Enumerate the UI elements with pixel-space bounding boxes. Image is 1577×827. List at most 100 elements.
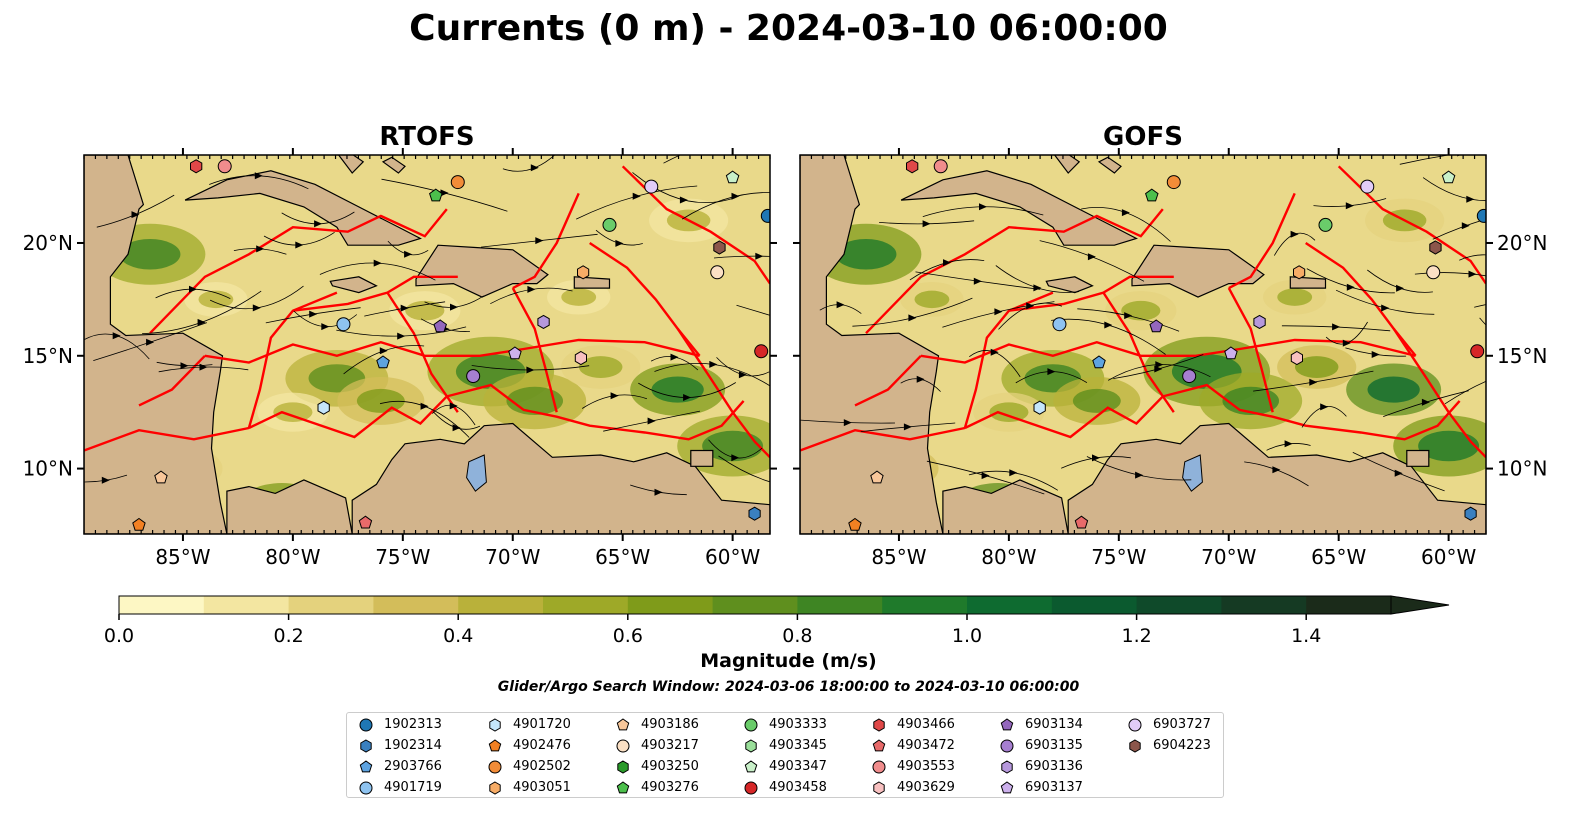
flow-arrow bbox=[101, 476, 110, 484]
flow-arrow bbox=[709, 360, 718, 368]
flow-arrow bbox=[1309, 378, 1318, 386]
eez-line bbox=[800, 426, 966, 452]
float-4901720 bbox=[1033, 400, 1046, 415]
legend-label: 4903347 bbox=[769, 759, 827, 774]
colorbar-segment bbox=[882, 596, 968, 614]
flow-arrow bbox=[1466, 195, 1475, 203]
float-4903345 bbox=[1298, 155, 1300, 156]
eez-boundaries bbox=[800, 165, 1486, 459]
speed-core bbox=[835, 239, 897, 270]
flow-arrow bbox=[843, 419, 852, 427]
search-window-note: Glider/Argo Search Window: 2024-03-06 18… bbox=[497, 679, 1080, 695]
colorbar-segment bbox=[967, 596, 1053, 614]
float-4903250 bbox=[955, 140, 966, 153]
float-6903727 bbox=[1360, 179, 1375, 194]
legend-marker bbox=[359, 718, 373, 732]
flow-arrow bbox=[632, 192, 641, 200]
flow-arrow bbox=[777, 481, 785, 488]
legend-marker bbox=[360, 739, 372, 753]
legend-marker bbox=[616, 718, 630, 731]
colorbar-segment bbox=[1051, 596, 1138, 614]
colorbar-tick-label: 1.4 bbox=[1291, 625, 1321, 647]
flow-arrow bbox=[731, 192, 740, 200]
x-tick-label: 60°W bbox=[1421, 545, 1476, 569]
landmass bbox=[1097, 156, 1122, 174]
flow-arrow bbox=[670, 353, 679, 361]
legend-marker-pentagon-icon bbox=[744, 760, 758, 773]
speed-core bbox=[702, 430, 764, 462]
legend-marker-circle-icon bbox=[1000, 739, 1014, 753]
legend-marker bbox=[744, 760, 758, 773]
flow-arrow bbox=[197, 318, 206, 326]
legend-label: 4903466 bbox=[897, 717, 955, 732]
legend-marker bbox=[617, 760, 629, 774]
legend-label: 4903333 bbox=[769, 717, 827, 732]
colorbar-tick-label: 0.8 bbox=[782, 625, 812, 647]
y-tick-label: 20°N bbox=[1497, 231, 1547, 255]
lake-maracaibo bbox=[466, 454, 487, 492]
eez-line bbox=[854, 354, 922, 407]
float-markers bbox=[848, 140, 1486, 531]
speed-core bbox=[1277, 288, 1313, 306]
legend-label: 4902502 bbox=[513, 759, 571, 774]
eez-line bbox=[1228, 192, 1296, 290]
flow-arrow bbox=[1009, 469, 1018, 477]
flow-arrow bbox=[530, 164, 539, 172]
float-6903135 bbox=[1182, 369, 1197, 384]
float-2903766 bbox=[1092, 355, 1106, 369]
flow-arrow bbox=[994, 308, 1003, 316]
eez-line bbox=[247, 291, 338, 429]
colorbar-segment bbox=[797, 596, 883, 614]
flow-arrow bbox=[1345, 202, 1354, 210]
legend-marker-pentagon-icon bbox=[1000, 781, 1014, 794]
speed-core bbox=[1294, 356, 1339, 378]
flow-arrow bbox=[610, 392, 619, 400]
flow-arrow bbox=[615, 239, 624, 247]
legend-label: 4903051 bbox=[513, 780, 571, 795]
flow-arrow bbox=[1381, 304, 1390, 312]
legend-marker bbox=[872, 760, 886, 774]
flow-arrow bbox=[654, 488, 663, 496]
flow-arrow bbox=[1468, 270, 1477, 278]
legend-label: 4903553 bbox=[897, 759, 955, 774]
flow-arrow bbox=[1124, 312, 1133, 320]
legend-marker-circle-icon bbox=[872, 760, 886, 774]
float-2903766 bbox=[376, 355, 390, 369]
colorbar-segment bbox=[203, 596, 290, 614]
legend-marker-circle-icon bbox=[1128, 718, 1142, 732]
landmass bbox=[184, 170, 422, 246]
legend-marker bbox=[616, 739, 630, 753]
legend-marker-circle-icon bbox=[744, 718, 758, 732]
x-tick-label: 80°W bbox=[981, 545, 1036, 569]
map-panel-rtofs: RTOFS 85°W 80°W 75°W 70°W 65°W 60°W 10°N 15°N 20… bbox=[23, 122, 785, 569]
float-6903135 bbox=[466, 369, 481, 384]
float-4903629 bbox=[1290, 350, 1303, 366]
float-6903136 bbox=[1253, 314, 1266, 329]
flow-arrow bbox=[526, 366, 535, 374]
flow-arrow bbox=[309, 310, 318, 318]
legend-marker bbox=[488, 739, 502, 752]
legend-label: 2903766 bbox=[384, 759, 442, 774]
legend-label: 4903186 bbox=[641, 717, 699, 732]
flow-arrow bbox=[731, 454, 740, 462]
flow-arrow bbox=[1371, 351, 1380, 358]
flow-arrow bbox=[314, 220, 323, 228]
landmass bbox=[942, 479, 1069, 534]
legend-label: 4903217 bbox=[641, 738, 699, 753]
legend-marker bbox=[489, 718, 501, 732]
landmass bbox=[690, 449, 714, 467]
landmass bbox=[381, 156, 406, 174]
legend-marker-hexagon-icon bbox=[489, 718, 501, 732]
lake-maracaibo bbox=[1182, 454, 1203, 492]
eez-line bbox=[676, 328, 770, 459]
flow-arrow bbox=[321, 323, 330, 331]
legend-marker bbox=[744, 781, 758, 795]
flow-arrow bbox=[1394, 469, 1403, 477]
flow-arrow bbox=[1135, 471, 1144, 479]
speed-core bbox=[651, 376, 704, 403]
colorbar-segment bbox=[712, 596, 798, 614]
float-4902476 bbox=[132, 517, 146, 531]
float-6903134 bbox=[1149, 319, 1163, 333]
float-4903186 bbox=[870, 470, 884, 484]
